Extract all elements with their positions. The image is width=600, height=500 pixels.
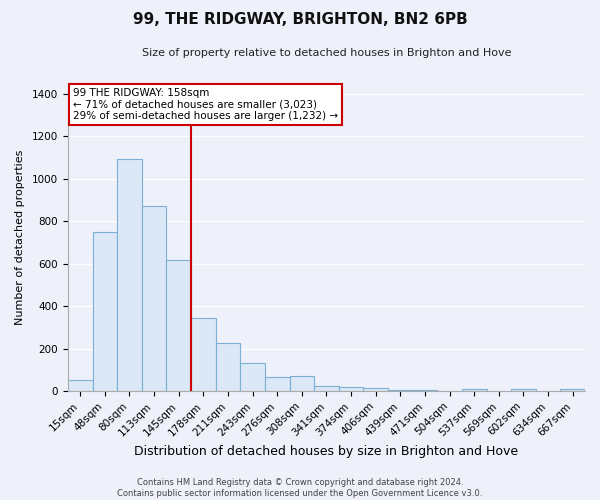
Bar bbox=[462, 390, 487, 391]
Bar bbox=[166, 260, 191, 391]
Bar bbox=[92, 232, 117, 391]
Text: 99 THE RIDGWAY: 158sqm
← 71% of detached houses are smaller (3,023)
29% of semi-: 99 THE RIDGWAY: 158sqm ← 71% of detached… bbox=[73, 88, 338, 121]
Bar bbox=[413, 390, 437, 391]
Bar bbox=[240, 364, 265, 391]
Bar bbox=[142, 206, 166, 391]
Bar bbox=[117, 158, 142, 391]
Bar bbox=[560, 390, 585, 391]
Bar bbox=[191, 318, 215, 391]
Bar bbox=[314, 386, 339, 391]
X-axis label: Distribution of detached houses by size in Brighton and Hove: Distribution of detached houses by size … bbox=[134, 444, 518, 458]
Bar bbox=[388, 390, 413, 391]
Bar bbox=[339, 387, 364, 391]
Text: Contains HM Land Registry data © Crown copyright and database right 2024.
Contai: Contains HM Land Registry data © Crown c… bbox=[118, 478, 482, 498]
Bar bbox=[265, 377, 290, 391]
Title: Size of property relative to detached houses in Brighton and Hove: Size of property relative to detached ho… bbox=[142, 48, 511, 58]
Y-axis label: Number of detached properties: Number of detached properties bbox=[15, 150, 25, 325]
Bar bbox=[290, 376, 314, 391]
Text: 99, THE RIDGWAY, BRIGHTON, BN2 6PB: 99, THE RIDGWAY, BRIGHTON, BN2 6PB bbox=[133, 12, 467, 28]
Bar bbox=[68, 380, 92, 391]
Bar bbox=[364, 388, 388, 391]
Bar bbox=[215, 342, 240, 391]
Bar bbox=[511, 390, 536, 391]
